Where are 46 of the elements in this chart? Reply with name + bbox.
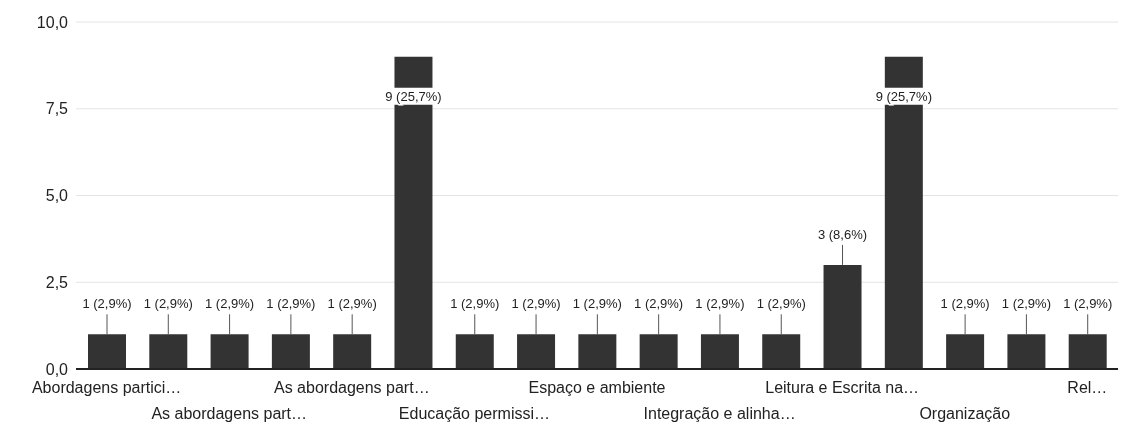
bar [333,334,372,369]
y-tick-label: 10,0 [36,13,69,31]
data-label: 1 (2,9%) [82,296,132,312]
data-label: 1 (2,9%) [266,296,316,312]
x-tick-label: Organização [919,405,1011,422]
bar [1007,334,1046,369]
bar [88,334,126,369]
bar [823,264,862,369]
bar [700,334,739,369]
bar [271,334,310,369]
bar [1068,334,1107,369]
bar [210,334,249,369]
y-tick-label: 0,0 [45,360,69,378]
data-label: 9 (25,7%) [875,88,933,104]
x-tick-label: Rel… [1067,379,1108,396]
bar [762,334,801,369]
bar [578,334,617,369]
data-label: 1 (2,9%) [572,296,622,312]
data-label: 1 (2,9%) [1063,296,1113,312]
data-label: 1 (2,9%) [1001,296,1051,312]
data-label: 1 (2,9%) [634,296,684,312]
bar [455,334,494,369]
bar [946,334,985,369]
x-tick-label: Educação permissi… [398,405,550,422]
data-label: 1 (2,9%) [205,296,255,312]
bar [639,334,678,369]
x-tick-label: Leitura e Escrita na… [765,379,920,396]
data-label: 3 (8,6%) [817,226,868,242]
y-tick-label: 7,5 [45,100,69,118]
data-label: 1 (2,9%) [450,296,500,312]
data-label: 1 (2,9%) [327,296,377,312]
data-label: 1 (2,9%) [143,296,193,312]
data-label: 1 (2,9%) [940,296,990,312]
x-tick-label: Integração e alinha… [643,405,796,422]
x-tick-label: As abordagens part… [274,379,430,396]
x-tick-label: As abordagens part… [151,405,308,422]
data-label: 1 (2,9%) [511,296,561,312]
bar [517,334,556,369]
y-tick-label: 2,5 [45,273,69,291]
data-label: 1 (2,9%) [756,296,806,312]
bar [149,334,188,369]
data-label: 1 (2,9%) [695,296,745,312]
y-tick-label: 5,0 [45,187,69,205]
x-tick-label: Abordagens partici… [31,379,182,396]
data-label: 9 (25,7%) [385,88,442,104]
x-tick-label: Espaço e ambiente [528,379,666,396]
